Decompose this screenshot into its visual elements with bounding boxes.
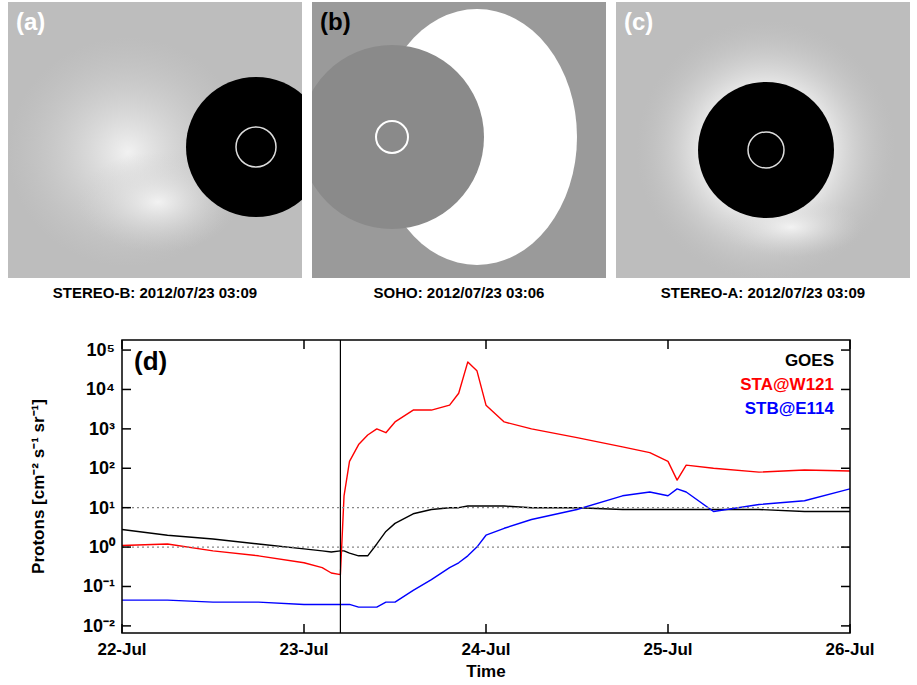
y-tick [841,586,850,588]
reference-lines [122,340,850,633]
sun-limb [748,132,784,168]
y-tick [841,507,850,509]
panel-label: (c) [624,8,653,35]
x-tick [849,624,851,633]
sun-limb [236,127,276,167]
panel-label: (a) [16,8,45,35]
x-tick [303,340,305,349]
y-tick [122,625,131,627]
y-tick [841,546,850,548]
series-line [122,489,850,607]
y-tick-label: 10³ [89,419,115,439]
image-panel [616,2,910,278]
x-tick [303,624,305,633]
x-tick-label: 24-Jul [461,640,510,659]
y-tick-label: 10⁴ [86,379,115,399]
y-tick [841,468,850,470]
y-tick-label: 10⁻² [83,616,115,636]
legend-entry: STA@W121 [740,375,834,394]
x-tick [121,340,123,349]
y-axis-title: Protons [cm⁻² s⁻¹ sr⁻¹] [29,399,48,574]
occulter [312,45,484,229]
sun-limb [376,121,408,153]
panel-label: (b) [320,8,351,35]
x-tick [667,340,669,349]
y-tick [122,546,131,548]
y-tick [122,468,131,470]
y-tick [841,625,850,627]
x-tick [667,624,669,633]
x-tick [849,340,851,349]
x-tick-label: 25-Jul [643,640,692,659]
reference-line-y [122,507,850,508]
series-line [122,506,850,556]
plot-frame [122,340,850,633]
series [122,362,850,607]
occulter [186,77,302,217]
y-tick-label: 10¹ [89,498,115,518]
y-tick-label: 10² [89,458,115,478]
x-tick-label: 22-Jul [97,640,146,659]
y-tick [122,349,131,351]
cme-halo [636,20,896,278]
y-tick [122,389,131,391]
x-axis-title: Time [466,662,505,681]
series-line [122,362,850,575]
reference-line-x [340,340,341,633]
y-tick-label: 10⁵ [87,340,115,360]
image-panel [312,2,606,278]
x-tick [485,340,487,349]
x-tick-label: 23-Jul [279,640,328,659]
chart-title: (d) [134,346,167,376]
panel-caption: SOHO: 2012/07/23 03:06 [374,284,545,301]
y-tick [841,349,850,351]
y-tick [122,586,131,588]
reference-line-y [122,546,850,547]
image-panel [8,2,302,278]
panel-caption: STEREO-A: 2012/07/23 03:09 [661,284,865,301]
x-tick [485,624,487,633]
y-tick [122,507,131,509]
y-tick-label: 10⁰ [89,537,116,557]
x-tick-label: 26-Jul [825,640,874,659]
legend-entry: STB@E114 [745,399,835,418]
y-tick [841,389,850,391]
legend-entry: GOES [785,351,834,370]
occulter [698,82,834,218]
y-tick [122,428,131,430]
panel-caption: STEREO-B: 2012/07/23 03:09 [53,284,257,301]
y-tick-label: 10⁻¹ [83,576,115,596]
y-tick [841,428,850,430]
figure: (a) STEREO-B: 2012/07/23 03:09 (b) SOHO: 20… [0,0,917,685]
x-tick [121,624,123,633]
